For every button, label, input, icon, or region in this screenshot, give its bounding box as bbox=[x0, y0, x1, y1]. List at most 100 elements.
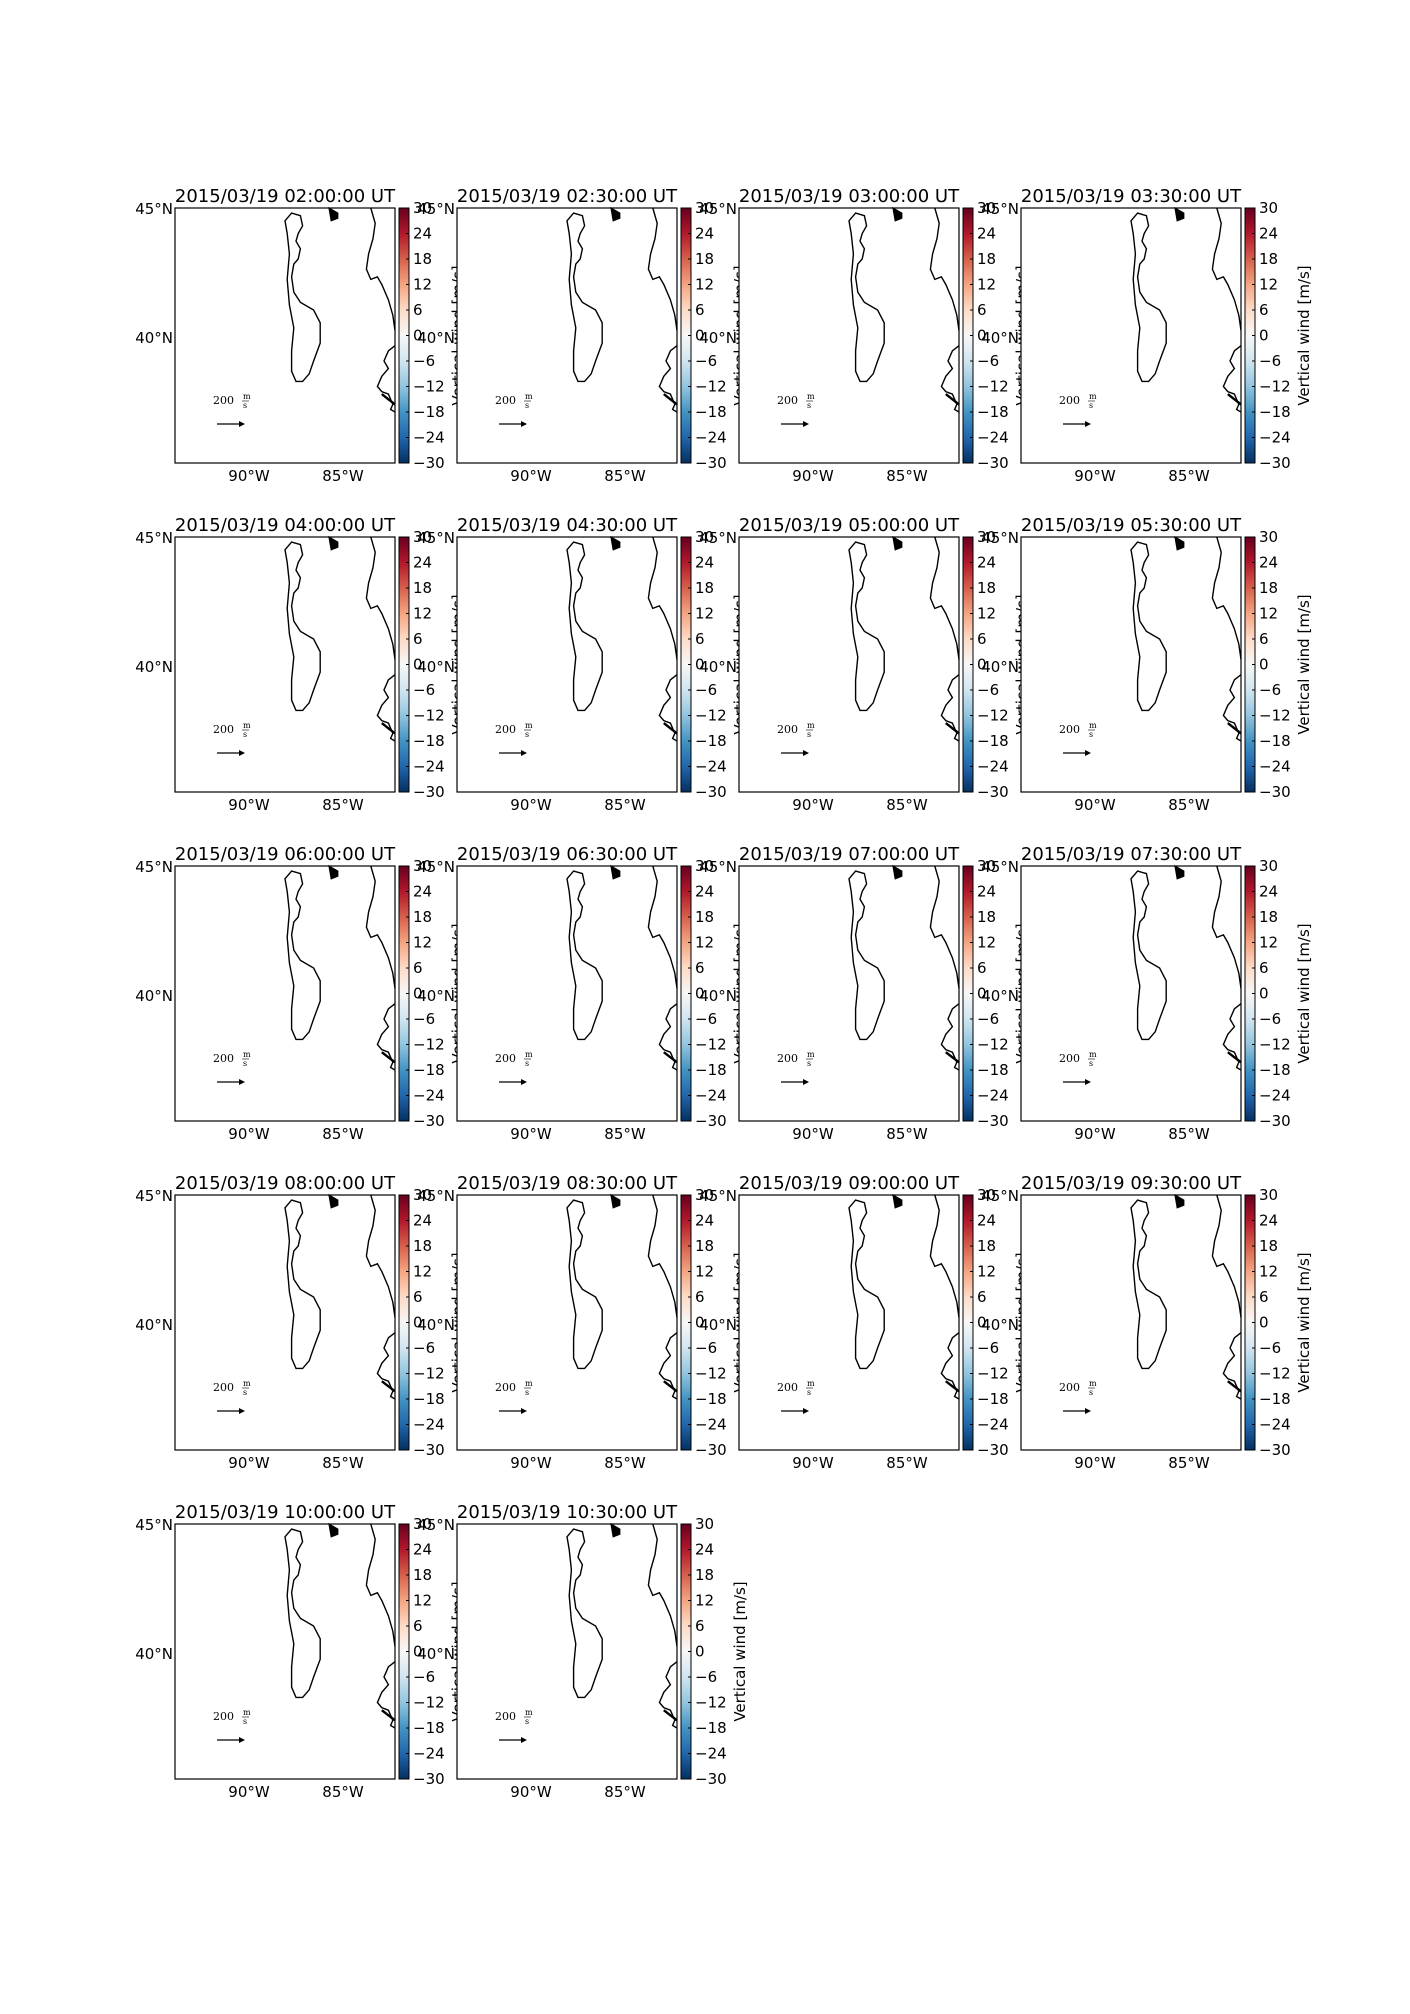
colorbar-tick-label: 12 bbox=[977, 276, 996, 294]
lat-tick-label: 45°N bbox=[135, 1516, 173, 1534]
colorbar-tick-label: 30 bbox=[413, 1515, 432, 1533]
coastline-lake-michigan bbox=[1130, 212, 1167, 383]
lat-tick-label: 40°N bbox=[417, 329, 455, 347]
colorbar-tick-label: 6 bbox=[413, 630, 423, 648]
lat-tick-label: 45°N bbox=[699, 858, 737, 876]
quiver-key-arrow-head bbox=[1085, 421, 1091, 427]
colorbar-tick-label: −30 bbox=[695, 1770, 727, 1788]
colorbar-tick-label: −6 bbox=[695, 352, 717, 370]
colorbar-tick-label: 30 bbox=[1259, 199, 1278, 217]
lat-tick-label: 45°N bbox=[699, 529, 737, 547]
coastline-lake-michigan bbox=[1130, 541, 1167, 712]
coastline-island bbox=[892, 864, 903, 880]
colorbar-tick-label: −12 bbox=[413, 1036, 445, 1054]
colorbar-tick-label: −6 bbox=[977, 1010, 999, 1028]
coastline-shore bbox=[1227, 1380, 1242, 1393]
colorbar-tick-label: 30 bbox=[977, 199, 996, 217]
colorbar-tick-label: 24 bbox=[977, 225, 996, 243]
colorbar-tick-label: 30 bbox=[695, 528, 714, 546]
colorbar-tick-label: 18 bbox=[695, 579, 714, 597]
coastline-shore bbox=[945, 1380, 960, 1393]
colorbar-tick-label: 18 bbox=[977, 1237, 996, 1255]
lat-tick-label: 40°N bbox=[135, 658, 173, 676]
coastline-east bbox=[929, 207, 960, 331]
lon-tick-label: 85°W bbox=[1168, 1454, 1210, 1472]
lat-tick-label: 40°N bbox=[135, 329, 173, 347]
colorbar-tick-label: −12 bbox=[1259, 707, 1291, 725]
quiver-key-value: 200 bbox=[495, 394, 516, 407]
lat-tick-label: 45°N bbox=[135, 529, 173, 547]
panel-title: 2015/03/19 03:30:00 UT bbox=[1021, 186, 1242, 207]
coastline-island bbox=[610, 1193, 621, 1209]
quiver-key-arrow-head bbox=[521, 750, 527, 756]
coastline-island bbox=[610, 864, 621, 880]
colorbar-tick-label: 18 bbox=[413, 908, 432, 926]
lon-tick-label: 85°W bbox=[322, 1454, 364, 1472]
coastline-lake-michigan bbox=[1130, 870, 1167, 1041]
colorbar-tick-label: 0 bbox=[977, 1314, 987, 1332]
lat-tick-label: 40°N bbox=[417, 987, 455, 1005]
colorbar-tick-label: −24 bbox=[695, 1416, 727, 1434]
colorbar-tick-label: 24 bbox=[977, 883, 996, 901]
colorbar-tick-label: 30 bbox=[695, 1515, 714, 1533]
colorbar-label: Vertical wind [m/s] bbox=[1295, 594, 1313, 734]
colorbar-tick-label: 6 bbox=[695, 959, 705, 977]
colorbar-tick-label: 6 bbox=[1259, 301, 1269, 319]
colorbar-tick-label: 0 bbox=[413, 1314, 423, 1332]
colorbar-tick-label: −12 bbox=[695, 378, 727, 396]
colorbar-tick-label: 18 bbox=[695, 1566, 714, 1584]
lat-tick-label: 45°N bbox=[135, 858, 173, 876]
map-frame bbox=[1020, 865, 1242, 1122]
coastline-lake-michigan bbox=[566, 870, 603, 1041]
colorbar-tick-label: −18 bbox=[977, 1061, 1009, 1079]
quiver-key-unit-num: m bbox=[807, 1379, 815, 1388]
colorbar-tick-label: 30 bbox=[1259, 528, 1278, 546]
colorbar-tick-label: 6 bbox=[413, 959, 423, 977]
colorbar-tick-label: −6 bbox=[695, 1668, 717, 1686]
lon-tick-label: 90°W bbox=[228, 1125, 270, 1143]
coastline-east bbox=[1211, 865, 1242, 989]
lat-tick-label: 40°N bbox=[135, 987, 173, 1005]
quiver-key-unit-den: s bbox=[525, 1059, 529, 1068]
colorbar-tick-label: −12 bbox=[695, 1036, 727, 1054]
panel-title: 2015/03/19 08:30:00 UT bbox=[457, 1173, 678, 1194]
coastline-island bbox=[328, 206, 339, 222]
coastline-lake-michigan bbox=[284, 1528, 321, 1699]
quiver-key-unit-num: m bbox=[243, 392, 251, 401]
coastline-island bbox=[1174, 206, 1185, 222]
colorbar-label: Vertical wind [m/s] bbox=[1295, 1252, 1313, 1392]
colorbar-tick-label: 24 bbox=[695, 225, 714, 243]
coastline-lake-michigan bbox=[848, 541, 885, 712]
lat-tick-label: 45°N bbox=[135, 200, 173, 218]
colorbar-tick-label: −6 bbox=[977, 1339, 999, 1357]
lat-tick-label: 40°N bbox=[135, 1316, 173, 1334]
colorbar-tick-label: 18 bbox=[977, 908, 996, 926]
quiver-key-unit-den: s bbox=[807, 401, 811, 410]
quiver-key-value: 200 bbox=[213, 394, 234, 407]
colorbar-tick-label: 18 bbox=[977, 250, 996, 268]
coastline-island bbox=[892, 1193, 903, 1209]
coastline-lake-erie bbox=[1222, 1332, 1242, 1400]
colorbar-tick-label: 0 bbox=[1259, 327, 1269, 345]
lon-tick-label: 90°W bbox=[228, 1454, 270, 1472]
colorbar-tick-label: 6 bbox=[1259, 630, 1269, 648]
colorbar-tick-label: 24 bbox=[413, 883, 432, 901]
coastline-shore bbox=[663, 1380, 678, 1393]
colorbar-tick-label: −30 bbox=[413, 783, 445, 801]
quiver-key-unit-num: m bbox=[243, 721, 251, 730]
panel-title: 2015/03/19 06:00:00 UT bbox=[175, 844, 396, 865]
colorbar-tick-label: 24 bbox=[1259, 1212, 1278, 1230]
quiver-key-arrow-head bbox=[803, 1079, 809, 1085]
quiver-key-value: 200 bbox=[777, 1052, 798, 1065]
coastline-east bbox=[647, 865, 678, 989]
colorbar-tick-label: −30 bbox=[1259, 1441, 1291, 1459]
map-frame bbox=[456, 207, 678, 464]
colorbar-tick-label: −6 bbox=[977, 352, 999, 370]
coastline-shore bbox=[945, 722, 960, 735]
